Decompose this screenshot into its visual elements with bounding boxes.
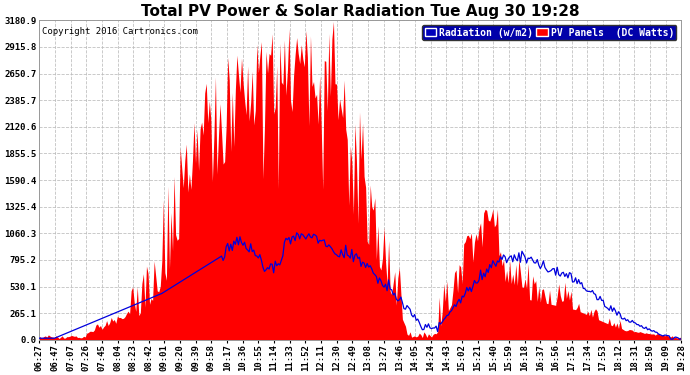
Title: Total PV Power & Solar Radiation Tue Aug 30 19:28: Total PV Power & Solar Radiation Tue Aug… [141, 4, 580, 19]
Legend: Radiation (w/m2), PV Panels  (DC Watts): Radiation (w/m2), PV Panels (DC Watts) [422, 25, 676, 40]
Text: Copyright 2016 Cartronics.com: Copyright 2016 Cartronics.com [42, 27, 198, 36]
